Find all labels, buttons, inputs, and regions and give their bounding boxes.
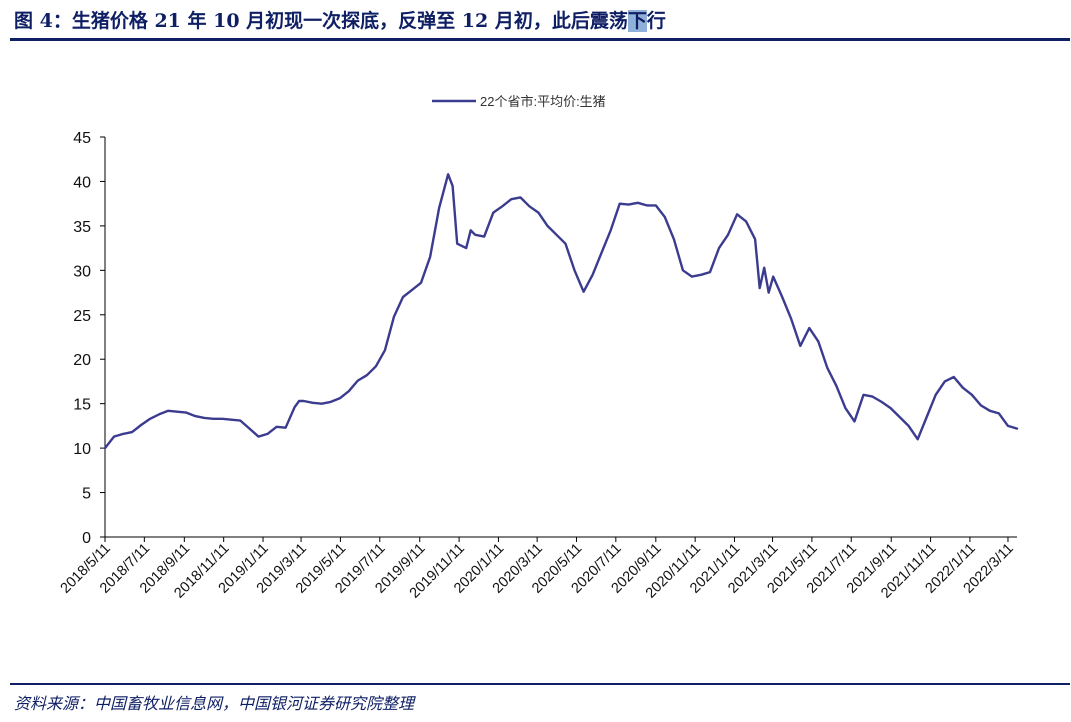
title-main: 图 4：生猪价格 21 年 10 月初现一次探底，反弹至 12 月初，此后震荡 xyxy=(14,10,628,32)
title-rule xyxy=(10,38,1070,41)
y-tick-label: 20 xyxy=(73,352,91,369)
figure-title: 图 4：生猪价格 21 年 10 月初现一次探底，反弹至 12 月初，此后震荡下… xyxy=(14,6,666,33)
source-note: 资料来源：中国畜牧业信息网，中国银河证券研究院整理 xyxy=(14,694,415,713)
title-highlight: 下 xyxy=(627,10,647,32)
y-tick-label: 0 xyxy=(82,530,91,547)
y-tick-label: 5 xyxy=(82,486,91,503)
series-line xyxy=(103,173,1019,450)
legend-label: 22个省市:平均价:生猪 xyxy=(480,94,606,109)
y-tick-label: 10 xyxy=(73,441,91,458)
source-rule xyxy=(10,683,1070,685)
y-tick-label: 30 xyxy=(73,263,91,280)
y-tick-label: 35 xyxy=(73,219,91,236)
y-tick-label: 15 xyxy=(73,397,91,414)
y-tick-label: 40 xyxy=(73,174,91,191)
title-tail: 行 xyxy=(646,10,666,32)
y-tick-label: 25 xyxy=(73,308,91,325)
y-tick-label: 45 xyxy=(73,130,91,147)
